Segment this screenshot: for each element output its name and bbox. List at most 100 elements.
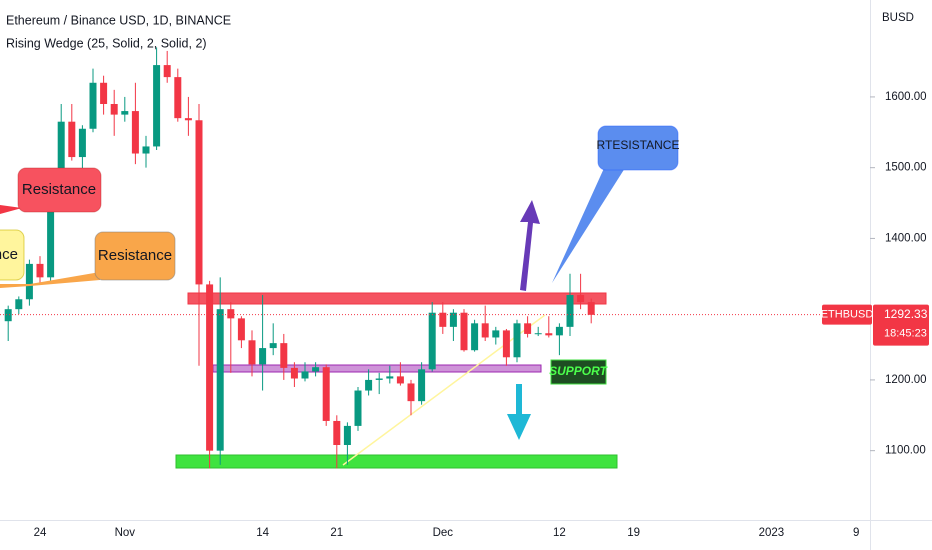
candle-body [36, 263, 44, 278]
callout-resistance-orange [94, 231, 176, 281]
resistance-zone [187, 292, 607, 305]
last-price-label: 1292.33 [884, 307, 928, 321]
bottom-zone [175, 454, 618, 469]
y-tick-label: 1200.00 [885, 374, 927, 386]
candle-body [534, 333, 542, 335]
candle-body [47, 195, 55, 278]
candle-body [290, 367, 298, 379]
up-arrow [520, 200, 540, 291]
x-tick-label: 9 [853, 527, 859, 539]
x-tick-label: 14 [256, 527, 269, 539]
candle-body [4, 309, 12, 322]
candle-body [57, 121, 65, 196]
candle-body [343, 425, 351, 446]
x-tick-label: 2023 [759, 527, 785, 539]
candle-body [216, 309, 224, 451]
candle-body [513, 323, 521, 358]
candle-body [100, 82, 108, 104]
y-tick-label: 1400.00 [885, 232, 927, 244]
candle-body [375, 378, 383, 380]
candle-body [110, 104, 118, 115]
candle-body [184, 118, 192, 121]
candle-body [555, 326, 563, 336]
candle-body [25, 263, 33, 300]
candle-body [460, 312, 468, 351]
candle-body [301, 371, 309, 379]
price-tag [873, 304, 929, 346]
x-tick-label: 19 [627, 527, 640, 539]
candle-body [248, 340, 256, 365]
candle-body [15, 299, 23, 310]
candle-body [153, 65, 161, 147]
candle-body [492, 330, 500, 338]
candles [4, 47, 595, 469]
currency-label: BUSD [882, 12, 914, 24]
candle-body [269, 343, 277, 349]
candle-body [407, 383, 415, 402]
candle-body [89, 82, 97, 129]
callout-rtesistance [597, 125, 679, 171]
symbol-tag [822, 304, 872, 325]
candle-body [131, 111, 139, 154]
candle-body [502, 330, 510, 358]
y-tick-label: 1500.00 [885, 162, 927, 174]
callout-text: RTESISTANCE [597, 138, 680, 152]
candle-body [174, 77, 182, 119]
symbol-label: ETHBUSD [821, 309, 874, 321]
candle-body [471, 323, 479, 351]
candle-body [418, 369, 426, 402]
candle-body [428, 312, 436, 370]
candle-body [227, 309, 235, 319]
candle-body [280, 343, 288, 368]
candle-body [206, 284, 214, 451]
x-tick-label: Dec [433, 527, 454, 539]
callout-text: ance [0, 246, 18, 263]
candle-body [481, 323, 489, 338]
callout-resistance-red [17, 167, 102, 213]
x-tick-label: 24 [34, 527, 47, 539]
candle-body [312, 367, 320, 372]
chart-title: Ethereum / Binance USD, 1D, BINANCE [6, 13, 231, 27]
x-tick-label: 21 [330, 527, 343, 539]
indicator-label: Rising Wedge (25, Solid, 2, Solid, 2) [6, 36, 207, 50]
candle-body [68, 121, 76, 158]
candle-body [524, 323, 532, 334]
candle-body [386, 376, 394, 379]
candle-body [195, 120, 203, 285]
y-tick-label: 1600.00 [885, 91, 927, 103]
candle-body [566, 295, 574, 327]
candle-body [439, 312, 447, 327]
candle-body [354, 390, 362, 426]
candle-body [237, 318, 245, 341]
callout-text: Resistance [98, 247, 172, 264]
candle-body [259, 348, 267, 365]
candle-body [449, 312, 457, 327]
down-arrow [507, 384, 531, 440]
callout-resistance-yellow [0, 229, 25, 281]
callout-text: SUPPORT [549, 364, 608, 378]
plot-area [175, 292, 618, 469]
candle-body [163, 65, 171, 78]
drawings: Resistance ance Resistance RTESISTANCE S… [0, 125, 680, 440]
callout-tail [552, 166, 625, 283]
candle-body [577, 295, 585, 303]
candle-body [121, 111, 129, 115]
candle-body [322, 367, 330, 421]
candle-body [365, 379, 373, 391]
countdown-label: 18:45:23 [884, 328, 927, 340]
y-tick-label: 1100.00 [885, 445, 926, 457]
candle-body [78, 128, 86, 158]
x-tick-label: 12 [553, 527, 566, 539]
candle-body [333, 420, 341, 446]
candle-body [142, 146, 150, 154]
callout-tail [0, 272, 100, 288]
x-tick-label: Nov [115, 527, 136, 539]
candle-body [587, 302, 595, 315]
callout-text: Resistance [22, 181, 96, 198]
candle-body [545, 333, 553, 336]
callout-support [550, 359, 607, 385]
candle-body [396, 376, 404, 384]
callout-tail [0, 205, 22, 214]
wedge-line [342, 314, 546, 466]
